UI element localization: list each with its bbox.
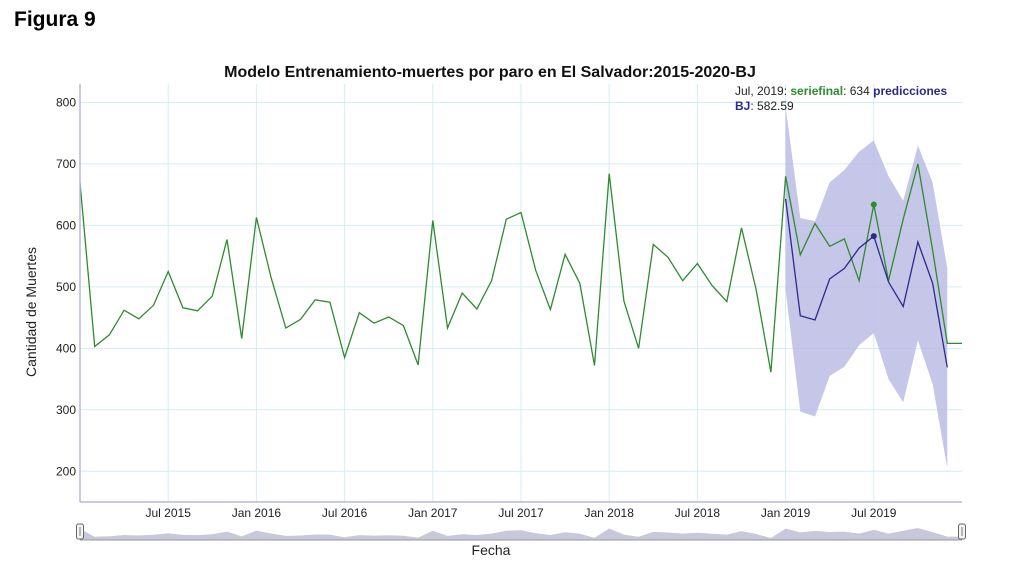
hover-series-name: seriefinal	[790, 84, 843, 98]
y-axis-title: Cantidad de Muertes	[23, 247, 39, 377]
x-tick-label: Jul 2019	[851, 506, 897, 520]
y-tick-label: 700	[56, 157, 76, 171]
x-tick-label: Jan 2018	[585, 506, 635, 520]
confidence-band-area	[785, 106, 948, 469]
y-tick-label: 300	[56, 403, 76, 417]
x-tick-label: Jan 2016	[232, 506, 282, 520]
series-lines	[79, 163, 962, 373]
y-tick-label: 400	[56, 341, 76, 355]
x-tick-label: Jul 2015	[146, 506, 192, 520]
y-tick-label: 600	[56, 218, 76, 232]
hover-point-seriefinal	[870, 201, 877, 208]
hover-point-predicciones	[870, 233, 877, 240]
figure-label: Figura 9	[14, 8, 96, 31]
x-tick-label: Jan 2019	[761, 506, 811, 520]
x-tick-label: Jan 2017	[408, 506, 458, 520]
x-tick-label: Jul 2018	[675, 506, 721, 520]
x-tick-label: Jul 2016	[322, 506, 368, 520]
y-tick-label: 500	[56, 280, 76, 294]
chart-title: Modelo Entrenamiento-muertes por paro en…	[224, 64, 756, 81]
axes	[79, 84, 962, 503]
svg-text:Jul, 2019: seriefinal: 634 pre: Jul, 2019: seriefinal: 634 predicciones	[735, 84, 947, 98]
series-line-seriefinal	[79, 163, 962, 373]
y-tick-label: 200	[56, 464, 76, 478]
hover-date: Jul, 2019	[735, 84, 784, 98]
hover-series-value: 634	[850, 84, 870, 98]
hover-pred-name: predicciones	[873, 84, 947, 98]
x-tick-label: Jul 2017	[498, 506, 544, 520]
svg-text:BJ: 582.59: BJ: 582.59	[735, 99, 794, 113]
hover-pred-name-2: BJ	[735, 99, 750, 113]
hover-tooltip: Jul, 2019: seriefinal: 634 predicciones …	[735, 84, 947, 113]
range-selector[interactable]	[76, 523, 966, 541]
hover-pred-value: 582.59	[757, 99, 794, 113]
x-axis-title: Fecha	[472, 542, 511, 558]
tick-labels: 200 300 400 500 600 700 800 Jul 2015 Jan 2016 Jul…	[56, 95, 897, 520]
range-selector-area	[80, 528, 962, 540]
confidence-band	[785, 106, 948, 469]
series-line-predicciones	[784, 198, 948, 368]
y-tick-label: 800	[56, 95, 76, 109]
